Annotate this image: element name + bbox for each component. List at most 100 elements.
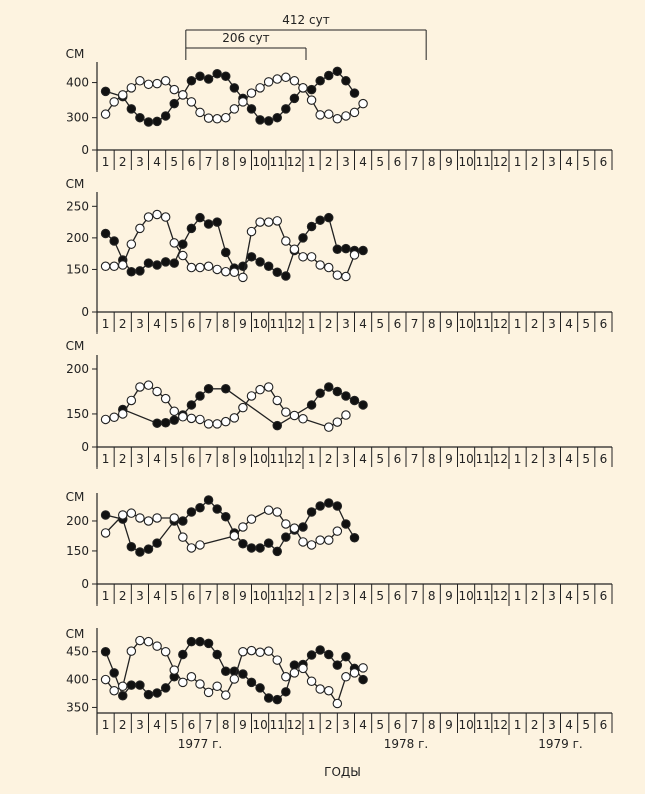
data-point-open <box>298 663 308 674</box>
month-label: 12 <box>493 589 508 603</box>
month-label: 6 <box>188 317 196 331</box>
data-point-filled <box>246 677 257 688</box>
data-point-open <box>212 114 222 124</box>
month-label: 1 <box>514 155 522 169</box>
data-point-open <box>263 217 274 227</box>
data-point-filled <box>203 384 214 394</box>
data-point-filled <box>203 638 214 649</box>
data-point-filled <box>289 660 300 670</box>
data-point-open <box>323 422 334 432</box>
month-label: 1 <box>308 317 316 331</box>
data-point-filled <box>238 538 248 549</box>
data-point-open <box>332 270 343 280</box>
month-label: 9 <box>239 452 247 466</box>
data-point-filled <box>255 257 265 267</box>
month-label: 5 <box>582 718 590 732</box>
month-label: 5 <box>582 317 590 331</box>
data-point-open <box>152 513 162 523</box>
data-point-filled <box>306 84 317 95</box>
data-point-filled <box>178 239 188 249</box>
data-point-filled <box>126 680 137 690</box>
data-point-open <box>255 647 265 658</box>
data-point-open <box>203 419 214 429</box>
data-point-open <box>281 672 291 682</box>
month-label: 5 <box>170 452 178 466</box>
data-point-open <box>246 226 257 237</box>
month-label: 6 <box>600 452 608 466</box>
month-label: 3 <box>342 155 350 169</box>
month-label: 5 <box>170 317 178 331</box>
data-point-open <box>229 104 240 114</box>
month-label: 2 <box>325 452 333 466</box>
data-point-open <box>229 267 240 278</box>
month-label: 2 <box>325 317 333 331</box>
data-point-filled <box>358 245 368 256</box>
month-label: 9 <box>445 317 453 331</box>
data-point-open <box>100 109 111 119</box>
month-label: 8 <box>428 155 436 169</box>
month-label: 6 <box>188 589 196 603</box>
data-point-open <box>100 674 111 685</box>
data-point-open <box>100 528 111 538</box>
data-point-filled <box>341 651 351 662</box>
month-label: 11 <box>476 718 491 732</box>
month-label: 5 <box>170 155 178 169</box>
data-point-open <box>229 413 240 423</box>
month-label: 6 <box>394 718 402 732</box>
data-point-open <box>160 76 171 86</box>
month-label: 12 <box>287 718 302 732</box>
y-tick-label: 0 <box>81 305 89 319</box>
data-point-filled <box>298 233 308 243</box>
data-point-open <box>289 668 300 678</box>
data-point-filled <box>221 512 231 522</box>
month-label: 1 <box>514 589 522 603</box>
y-tick-label: 400 <box>66 76 89 90</box>
data-point-filled <box>246 252 257 262</box>
data-point-filled <box>281 532 291 542</box>
data-point-open <box>349 250 360 260</box>
data-point-open <box>323 535 334 545</box>
data-point-open <box>186 262 197 273</box>
data-point-open <box>358 98 368 109</box>
month-label: 3 <box>548 718 556 732</box>
data-point-filled <box>195 503 205 513</box>
data-point-open <box>169 238 180 248</box>
y-tick-label: 300 <box>66 111 89 125</box>
data-point-open <box>118 510 128 520</box>
month-label: 2 <box>325 155 333 169</box>
data-point-filled <box>341 76 351 86</box>
data-point-open <box>341 410 351 420</box>
data-point-filled <box>186 223 197 234</box>
year-label: 1977 г. <box>178 737 222 751</box>
month-label: 7 <box>205 452 213 466</box>
month-label: 2 <box>119 452 127 466</box>
data-point-filled <box>281 271 291 281</box>
month-label: 12 <box>287 452 302 466</box>
month-label: 2 <box>531 317 539 331</box>
data-point-open <box>203 261 214 272</box>
month-label: 7 <box>411 317 419 331</box>
month-label: 9 <box>445 589 453 603</box>
x-axis-title: ГОДЫ <box>324 765 361 779</box>
month-label: 6 <box>600 718 608 732</box>
y-tick-label: 450 <box>66 645 89 659</box>
month-label: 3 <box>548 317 556 331</box>
data-point-open <box>212 419 222 429</box>
data-point-filled <box>160 683 171 693</box>
year-label: 1978 г. <box>384 737 428 751</box>
data-point-open <box>332 114 343 124</box>
month-label: 1 <box>308 155 316 169</box>
month-label: 7 <box>411 718 419 732</box>
data-point-open <box>169 665 180 675</box>
data-point-open <box>298 252 308 262</box>
month-label: 7 <box>205 589 213 603</box>
data-point-filled <box>100 228 111 239</box>
data-point-filled <box>143 689 154 700</box>
data-point-filled <box>349 533 360 543</box>
data-point-filled <box>272 420 282 431</box>
month-label: 3 <box>342 589 350 603</box>
data-point-open <box>298 83 308 93</box>
month-label: 3 <box>548 589 556 603</box>
y-axis-title: СМ <box>66 177 85 191</box>
data-point-open <box>195 107 205 118</box>
